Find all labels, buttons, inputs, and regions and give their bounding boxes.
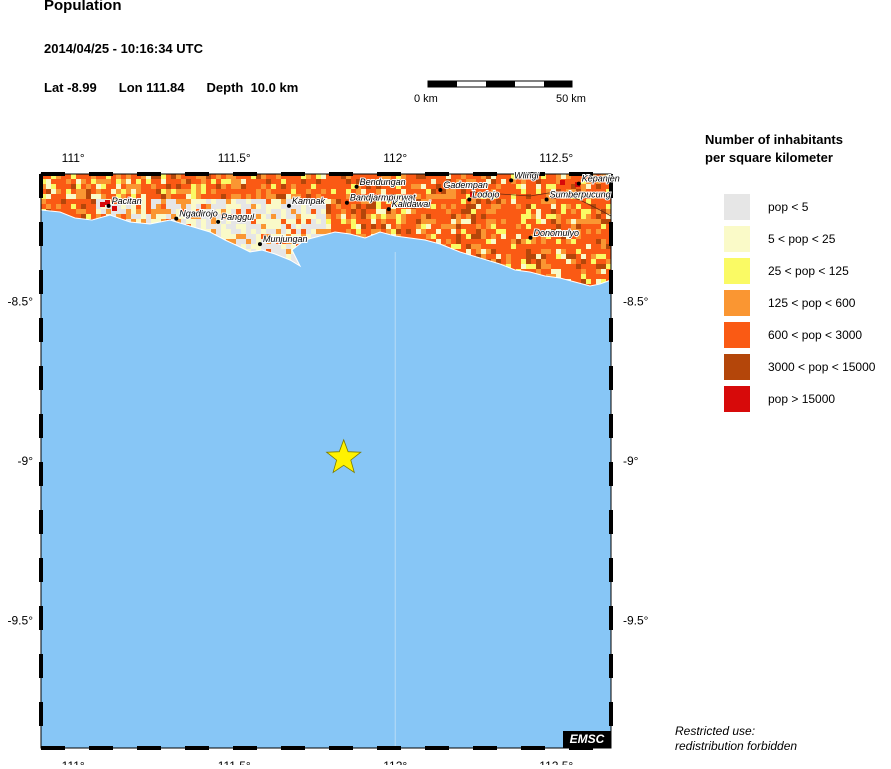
place-label: Panggul: [221, 212, 255, 222]
event-coordinates: Lat -8.99 Lon 111.84 Depth 10.0 km: [44, 80, 298, 95]
place-marker: [344, 200, 349, 205]
population-map: Pacitan Ngadirojo Panggul Kampak Bandjarmpur…: [8, 151, 649, 765]
place-marker: [438, 187, 443, 192]
place-label: Kampak: [292, 196, 326, 206]
place-marker: [257, 242, 262, 247]
legend-item: 3000 < pop < 15000: [724, 354, 875, 380]
legend-item: pop > 15000: [724, 386, 835, 412]
place-label: Munjungan: [263, 234, 308, 244]
legend-label: 600 < pop < 3000: [768, 328, 863, 342]
legend-title: Number of inhabitants per square kilomet…: [705, 131, 843, 167]
map-frame: Pacitan Ngadirojo Panggul Kampak Bandjarmpur…: [39, 169, 621, 750]
legend-item: 25 < pop < 125: [724, 258, 849, 284]
lat-tick-label-right: -8.5°: [623, 295, 649, 309]
place-label: Wlingi: [514, 170, 540, 180]
emsc-logo: EMSC: [563, 731, 611, 748]
legend-item: 125 < pop < 600: [724, 290, 855, 316]
place-marker: [106, 203, 111, 208]
scale-bar: [427, 80, 573, 88]
place-label: Donomulyo: [533, 228, 579, 238]
place-marker: [216, 219, 221, 224]
map-title: Population: [44, 0, 122, 14]
map-border: [40, 173, 612, 749]
usage-notice: Restricted use: redistribution forbidden: [675, 724, 797, 754]
lon-tick-label-bottom: 112.5°: [539, 759, 573, 765]
legend-item: pop < 5: [724, 194, 808, 220]
legend-swatch: [724, 386, 750, 412]
scale-start-label: 0 km: [414, 93, 438, 105]
legend-label: 25 < pop < 125: [768, 264, 849, 278]
event-latitude: Lat -8.99: [44, 80, 97, 95]
place-label: Ngadirojo: [179, 209, 218, 219]
usage-notice-line1: Restricted use:: [675, 724, 756, 738]
place-marker: [354, 184, 359, 189]
legend-swatch: [724, 354, 750, 380]
epicenter-star-icon: [325, 438, 362, 474]
legend-swatch: [724, 258, 750, 284]
lon-tick-label-top: 111.5°: [218, 151, 251, 165]
frame-dashes: [39, 172, 613, 750]
place-label: Bendungan: [360, 177, 406, 187]
place-label: Kepanjen: [582, 174, 620, 184]
lat-tick-label-left: -9.5°: [8, 613, 34, 627]
place-marker: [386, 207, 391, 212]
place-marker: [528, 235, 533, 240]
lat-tick-label-left: -9°: [18, 454, 34, 468]
scale-end-label: 50 km: [556, 93, 586, 105]
place-label: Bandjarmpurwat: [350, 193, 416, 203]
legend-swatch: [724, 226, 750, 252]
place-marker: [286, 203, 291, 208]
event-depth: Depth 10.0 km: [206, 80, 299, 95]
place-marker: [576, 181, 581, 186]
place-marker: [509, 178, 514, 183]
lon-tick-label-top: 112.5°: [539, 151, 573, 165]
land-population-raster: [41, 174, 611, 286]
legend-swatch: [724, 194, 750, 220]
place-label: Lodojo: [472, 190, 499, 200]
legend-label: pop < 5: [768, 200, 809, 214]
place-label: Sumberpucung: [550, 190, 611, 200]
legend-title-line2: per square kilometer: [705, 150, 833, 165]
place-label: Gadempan: [443, 180, 488, 190]
event-longitude: Lon 111.84: [118, 80, 185, 95]
lat-tick-label-left: -8.5°: [8, 295, 34, 309]
usage-notice-line2: redistribution forbidden: [675, 739, 798, 753]
legend-label: 3000 < pop < 15000: [768, 360, 876, 374]
legend-label: pop > 15000: [768, 392, 836, 406]
legend-item: 600 < pop < 3000: [724, 322, 862, 348]
coastline: [40, 209, 612, 287]
admin-boundary: [469, 191, 612, 217]
lon-tick-label-bottom: 111°: [62, 759, 85, 765]
place-marker: [174, 216, 179, 221]
legend-swatch: [724, 322, 750, 348]
legend-item: 5 < pop < 25: [724, 226, 835, 252]
place-label: Kalidawai: [392, 199, 432, 209]
legend-label: 125 < pop < 600: [768, 296, 856, 310]
lon-tick-label-bottom: 112°: [383, 759, 407, 765]
lon-tick-label-bottom: 111.5°: [218, 759, 251, 765]
lon-tick-label-top: 112°: [383, 151, 407, 165]
place-marker: [467, 197, 472, 202]
legend-title-line1: Number of inhabitants: [705, 132, 843, 147]
lat-tick-label-right: -9.5°: [623, 613, 649, 627]
legend-label: 5 < pop < 25: [768, 232, 836, 246]
lon-tick-label-top: 111°: [62, 151, 85, 165]
event-datetime: 2014/04/25 - 10:16:34 UTC: [44, 41, 203, 56]
axis-labels: 111° 111° 111.5° 111.5° 112° 112° 112.5° 112.5°…: [8, 151, 649, 765]
place-label: Pacitan: [112, 196, 142, 206]
legend-swatch: [724, 290, 750, 316]
lat-tick-label-right: -9°: [623, 454, 639, 468]
place-marker: [544, 197, 549, 202]
place-labels: Pacitan Ngadirojo Panggul Kampak Bandjarmpur…: [106, 169, 621, 247]
